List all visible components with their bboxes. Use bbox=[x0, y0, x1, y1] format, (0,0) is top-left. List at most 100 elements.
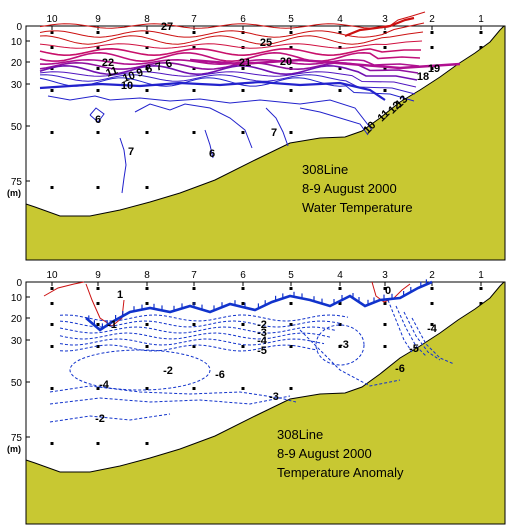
sample-dot bbox=[289, 89, 293, 92]
station-label: 8 bbox=[144, 14, 150, 25]
sample-dot bbox=[50, 345, 54, 348]
contour-label: 8 bbox=[144, 62, 154, 75]
station-label: 5 bbox=[288, 270, 294, 281]
isotherm-line bbox=[299, 107, 369, 136]
sample-dot bbox=[383, 345, 387, 348]
sample-dot bbox=[479, 31, 483, 34]
depth-tick-label: 20 bbox=[11, 314, 23, 325]
seabed bbox=[25, 281, 506, 525]
station-label: 8 bbox=[144, 270, 150, 281]
sample-dot bbox=[96, 345, 100, 348]
sample-dot bbox=[430, 302, 434, 305]
station-label: 3 bbox=[382, 270, 388, 281]
anomaly-line bbox=[59, 320, 343, 328]
sample-dot bbox=[241, 287, 245, 290]
station-label: 1 bbox=[478, 270, 484, 281]
contour-label: 0 bbox=[385, 285, 391, 297]
isotherm-line bbox=[134, 103, 253, 149]
sample-dot bbox=[96, 323, 100, 326]
sample-dot bbox=[479, 46, 483, 49]
station-label: 10 bbox=[46, 14, 58, 25]
anomaly-line bbox=[59, 344, 319, 352]
contour-label: 21 bbox=[239, 57, 251, 69]
sample-dot bbox=[192, 323, 196, 326]
anomaly-line bbox=[49, 395, 291, 405]
contour-label: -3 bbox=[269, 391, 279, 403]
sample-dot bbox=[192, 345, 196, 348]
contour-label: 18 bbox=[417, 71, 429, 83]
isotherm-line bbox=[39, 74, 416, 95]
sample-dot bbox=[96, 131, 100, 134]
isotherm-line bbox=[39, 64, 418, 81]
contour-label: -3 bbox=[339, 339, 349, 351]
sample-dot bbox=[289, 387, 293, 390]
station-label: 5 bbox=[288, 14, 294, 25]
sample-dot bbox=[192, 89, 196, 92]
contour-label: 10 bbox=[121, 69, 137, 84]
depth-tick-label: 75 bbox=[11, 177, 23, 188]
sample-dot bbox=[289, 31, 293, 34]
contour-label: -1 bbox=[107, 319, 117, 331]
contour-label: 9 bbox=[135, 66, 145, 79]
chart-title-line: 8-9 August 2000 bbox=[302, 181, 397, 196]
zero-anomaly-line bbox=[85, 280, 433, 332]
station-label: 7 bbox=[191, 14, 197, 25]
sample-dot bbox=[96, 46, 100, 49]
sample-dot bbox=[192, 46, 196, 49]
sample-dot bbox=[145, 323, 149, 326]
anomaly-line bbox=[69, 349, 211, 391]
station-label: 4 bbox=[337, 270, 343, 281]
sample-dot bbox=[96, 31, 100, 34]
seabed bbox=[25, 25, 506, 261]
chart-title-line: 8-9 August 2000 bbox=[277, 446, 372, 461]
station-label: 6 bbox=[240, 14, 246, 25]
sample-dot bbox=[50, 46, 54, 49]
sample-dot bbox=[241, 67, 245, 70]
sample-dot bbox=[145, 31, 149, 34]
isotherm-line bbox=[39, 11, 426, 29]
sample-dot bbox=[145, 345, 149, 348]
isotherm-line bbox=[39, 40, 423, 49]
depth-tick-label: 50 bbox=[11, 122, 23, 133]
sample-dot bbox=[192, 287, 196, 290]
contour-label: -2 bbox=[257, 319, 267, 331]
sample-dot bbox=[383, 67, 387, 70]
sample-dot bbox=[50, 31, 54, 34]
sample-dot bbox=[338, 67, 342, 70]
contour-label: 7 bbox=[154, 60, 164, 73]
sample-dot bbox=[50, 442, 54, 445]
isotherm-line bbox=[39, 71, 417, 88]
sample-dot bbox=[338, 323, 342, 326]
contour-label: -5 bbox=[257, 345, 267, 357]
sample-dot bbox=[145, 131, 149, 134]
sample-dot bbox=[145, 442, 149, 445]
sample-dot bbox=[289, 287, 293, 290]
isotherm-line bbox=[39, 47, 421, 57]
contour-label: -2 bbox=[95, 413, 105, 425]
sample-dot bbox=[192, 387, 196, 390]
sample-dot bbox=[96, 302, 100, 305]
sample-dot bbox=[50, 186, 54, 189]
contour-label: 1 bbox=[117, 289, 123, 301]
sample-dot bbox=[338, 302, 342, 305]
isotherm-line bbox=[39, 80, 386, 101]
sample-dot bbox=[338, 46, 342, 49]
sample-dot bbox=[338, 89, 342, 92]
sample-dot bbox=[241, 89, 245, 92]
station-label: 2 bbox=[429, 270, 435, 281]
anomaly-line bbox=[395, 305, 427, 357]
contour-label: -4 bbox=[99, 379, 110, 391]
sample-dot bbox=[430, 323, 434, 326]
sample-dot bbox=[430, 31, 434, 34]
anomaly-line bbox=[299, 329, 401, 387]
anomaly-line bbox=[43, 281, 85, 297]
sample-dot bbox=[289, 131, 293, 134]
sample-dot bbox=[96, 89, 100, 92]
sample-dot bbox=[289, 345, 293, 348]
contour-label: -6 bbox=[215, 369, 225, 381]
sample-dot bbox=[241, 387, 245, 390]
sample-dot bbox=[241, 302, 245, 305]
depth-tick-label: 10 bbox=[11, 37, 23, 48]
contour-label: 20 bbox=[280, 56, 292, 68]
